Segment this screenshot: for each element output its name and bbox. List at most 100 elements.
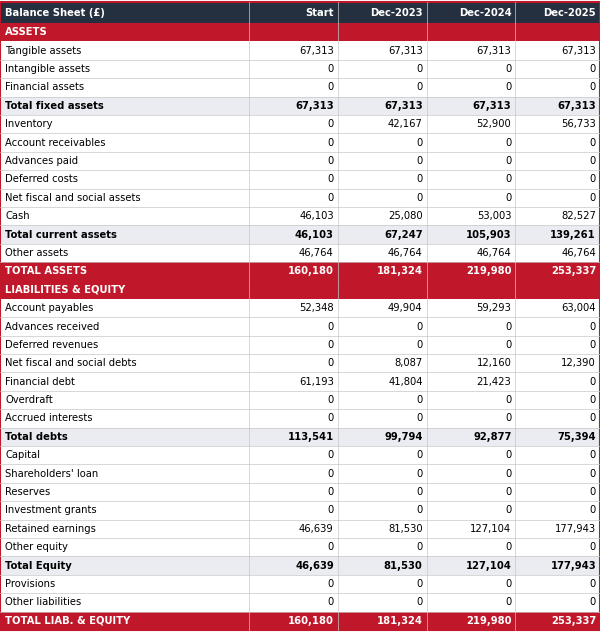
Bar	[0, 244, 600, 262]
Bar	[0, 226, 600, 244]
Text: 0: 0	[416, 506, 422, 516]
Text: Accrued interests: Accrued interests	[5, 413, 92, 423]
Text: 0: 0	[505, 506, 511, 516]
Text: 0: 0	[505, 450, 511, 460]
Text: 46,639: 46,639	[299, 524, 334, 534]
Bar	[0, 538, 600, 556]
Text: Dec-2024: Dec-2024	[458, 8, 511, 18]
Text: 0: 0	[328, 358, 334, 368]
Text: 46,103: 46,103	[299, 211, 334, 221]
Text: 0: 0	[590, 469, 596, 478]
Bar	[0, 317, 600, 336]
Text: Total current assets: Total current assets	[5, 229, 117, 240]
Text: 0: 0	[505, 82, 511, 92]
Text: Overdraft: Overdraft	[5, 395, 53, 405]
Text: 67,313: 67,313	[557, 100, 596, 111]
Text: 0: 0	[505, 156, 511, 166]
Text: 0: 0	[416, 174, 422, 185]
Text: Tangible assets: Tangible assets	[5, 46, 82, 56]
Text: 67,313: 67,313	[476, 46, 511, 56]
Text: 0: 0	[505, 413, 511, 423]
Text: 0: 0	[416, 579, 422, 589]
Text: Total fixed assets: Total fixed assets	[5, 100, 104, 111]
Text: 0: 0	[590, 542, 596, 552]
Text: Financial assets: Financial assets	[5, 82, 84, 92]
Text: 0: 0	[505, 579, 511, 589]
Text: 0: 0	[328, 469, 334, 478]
Text: 0: 0	[416, 450, 422, 460]
Text: Reserves: Reserves	[5, 487, 50, 497]
Text: 46,639: 46,639	[295, 561, 334, 571]
Text: Dec-2023: Dec-2023	[370, 8, 422, 18]
Text: 0: 0	[590, 174, 596, 185]
Bar	[0, 97, 600, 115]
Text: 75,394: 75,394	[557, 432, 596, 442]
Text: 0: 0	[505, 395, 511, 405]
Text: 177,943: 177,943	[555, 524, 596, 534]
Text: 0: 0	[505, 174, 511, 185]
Text: 0: 0	[328, 597, 334, 607]
Text: 0: 0	[590, 340, 596, 350]
Text: 0: 0	[416, 395, 422, 405]
Text: 0: 0	[416, 138, 422, 147]
Text: 0: 0	[505, 322, 511, 332]
Text: 127,104: 127,104	[470, 524, 511, 534]
Bar	[0, 170, 600, 188]
Text: 0: 0	[505, 340, 511, 350]
Text: 0: 0	[590, 487, 596, 497]
Text: 0: 0	[590, 82, 596, 92]
Text: Intangible assets: Intangible assets	[5, 64, 90, 74]
Text: 0: 0	[328, 138, 334, 147]
Text: 181,324: 181,324	[377, 616, 422, 626]
Text: 219,980: 219,980	[466, 266, 511, 276]
Text: 113,541: 113,541	[287, 432, 334, 442]
Text: 52,348: 52,348	[299, 303, 334, 313]
Text: Other liabilities: Other liabilities	[5, 597, 81, 607]
Text: 160,180: 160,180	[288, 266, 334, 276]
Text: Net fiscal and social debts: Net fiscal and social debts	[5, 358, 137, 368]
Text: Other equity: Other equity	[5, 542, 68, 552]
Text: 0: 0	[416, 469, 422, 478]
Text: 21,423: 21,423	[476, 377, 511, 387]
Text: Dec-2025: Dec-2025	[544, 8, 596, 18]
Text: 67,247: 67,247	[384, 229, 422, 240]
Text: 46,764: 46,764	[388, 248, 422, 258]
Text: 0: 0	[416, 340, 422, 350]
Text: 61,193: 61,193	[299, 377, 334, 387]
Text: 81,530: 81,530	[388, 524, 422, 534]
Text: 0: 0	[328, 64, 334, 74]
Bar	[0, 556, 600, 575]
Bar	[0, 152, 600, 170]
Text: 0: 0	[328, 119, 334, 129]
Text: 12,390: 12,390	[561, 358, 596, 368]
Text: 67,313: 67,313	[299, 46, 334, 56]
Text: 0: 0	[505, 193, 511, 203]
Text: Financial debt: Financial debt	[5, 377, 75, 387]
Bar	[0, 60, 600, 78]
Text: Balance Sheet (£): Balance Sheet (£)	[5, 8, 105, 18]
Text: 82,527: 82,527	[561, 211, 596, 221]
Text: 52,900: 52,900	[476, 119, 511, 129]
Text: 0: 0	[416, 487, 422, 497]
Bar	[0, 483, 600, 501]
Text: 0: 0	[505, 64, 511, 74]
Text: 67,313: 67,313	[388, 46, 422, 56]
Text: Account receivables: Account receivables	[5, 138, 106, 147]
Text: 0: 0	[416, 597, 422, 607]
Text: 160,180: 160,180	[288, 616, 334, 626]
Bar	[0, 593, 600, 612]
Text: Advances received: Advances received	[5, 322, 100, 332]
Text: Account payables: Account payables	[5, 303, 94, 313]
Text: 67,313: 67,313	[384, 100, 422, 111]
Text: 0: 0	[328, 506, 334, 516]
Text: Retained earnings: Retained earnings	[5, 524, 96, 534]
Text: 41,804: 41,804	[388, 377, 422, 387]
Text: Other assets: Other assets	[5, 248, 68, 258]
Bar	[0, 612, 600, 630]
Bar	[0, 354, 600, 372]
Text: 8,087: 8,087	[394, 358, 422, 368]
Text: Deferred costs: Deferred costs	[5, 174, 78, 185]
Text: 25,080: 25,080	[388, 211, 422, 221]
Bar	[0, 520, 600, 538]
Text: TOTAL ASSETS: TOTAL ASSETS	[5, 266, 87, 276]
